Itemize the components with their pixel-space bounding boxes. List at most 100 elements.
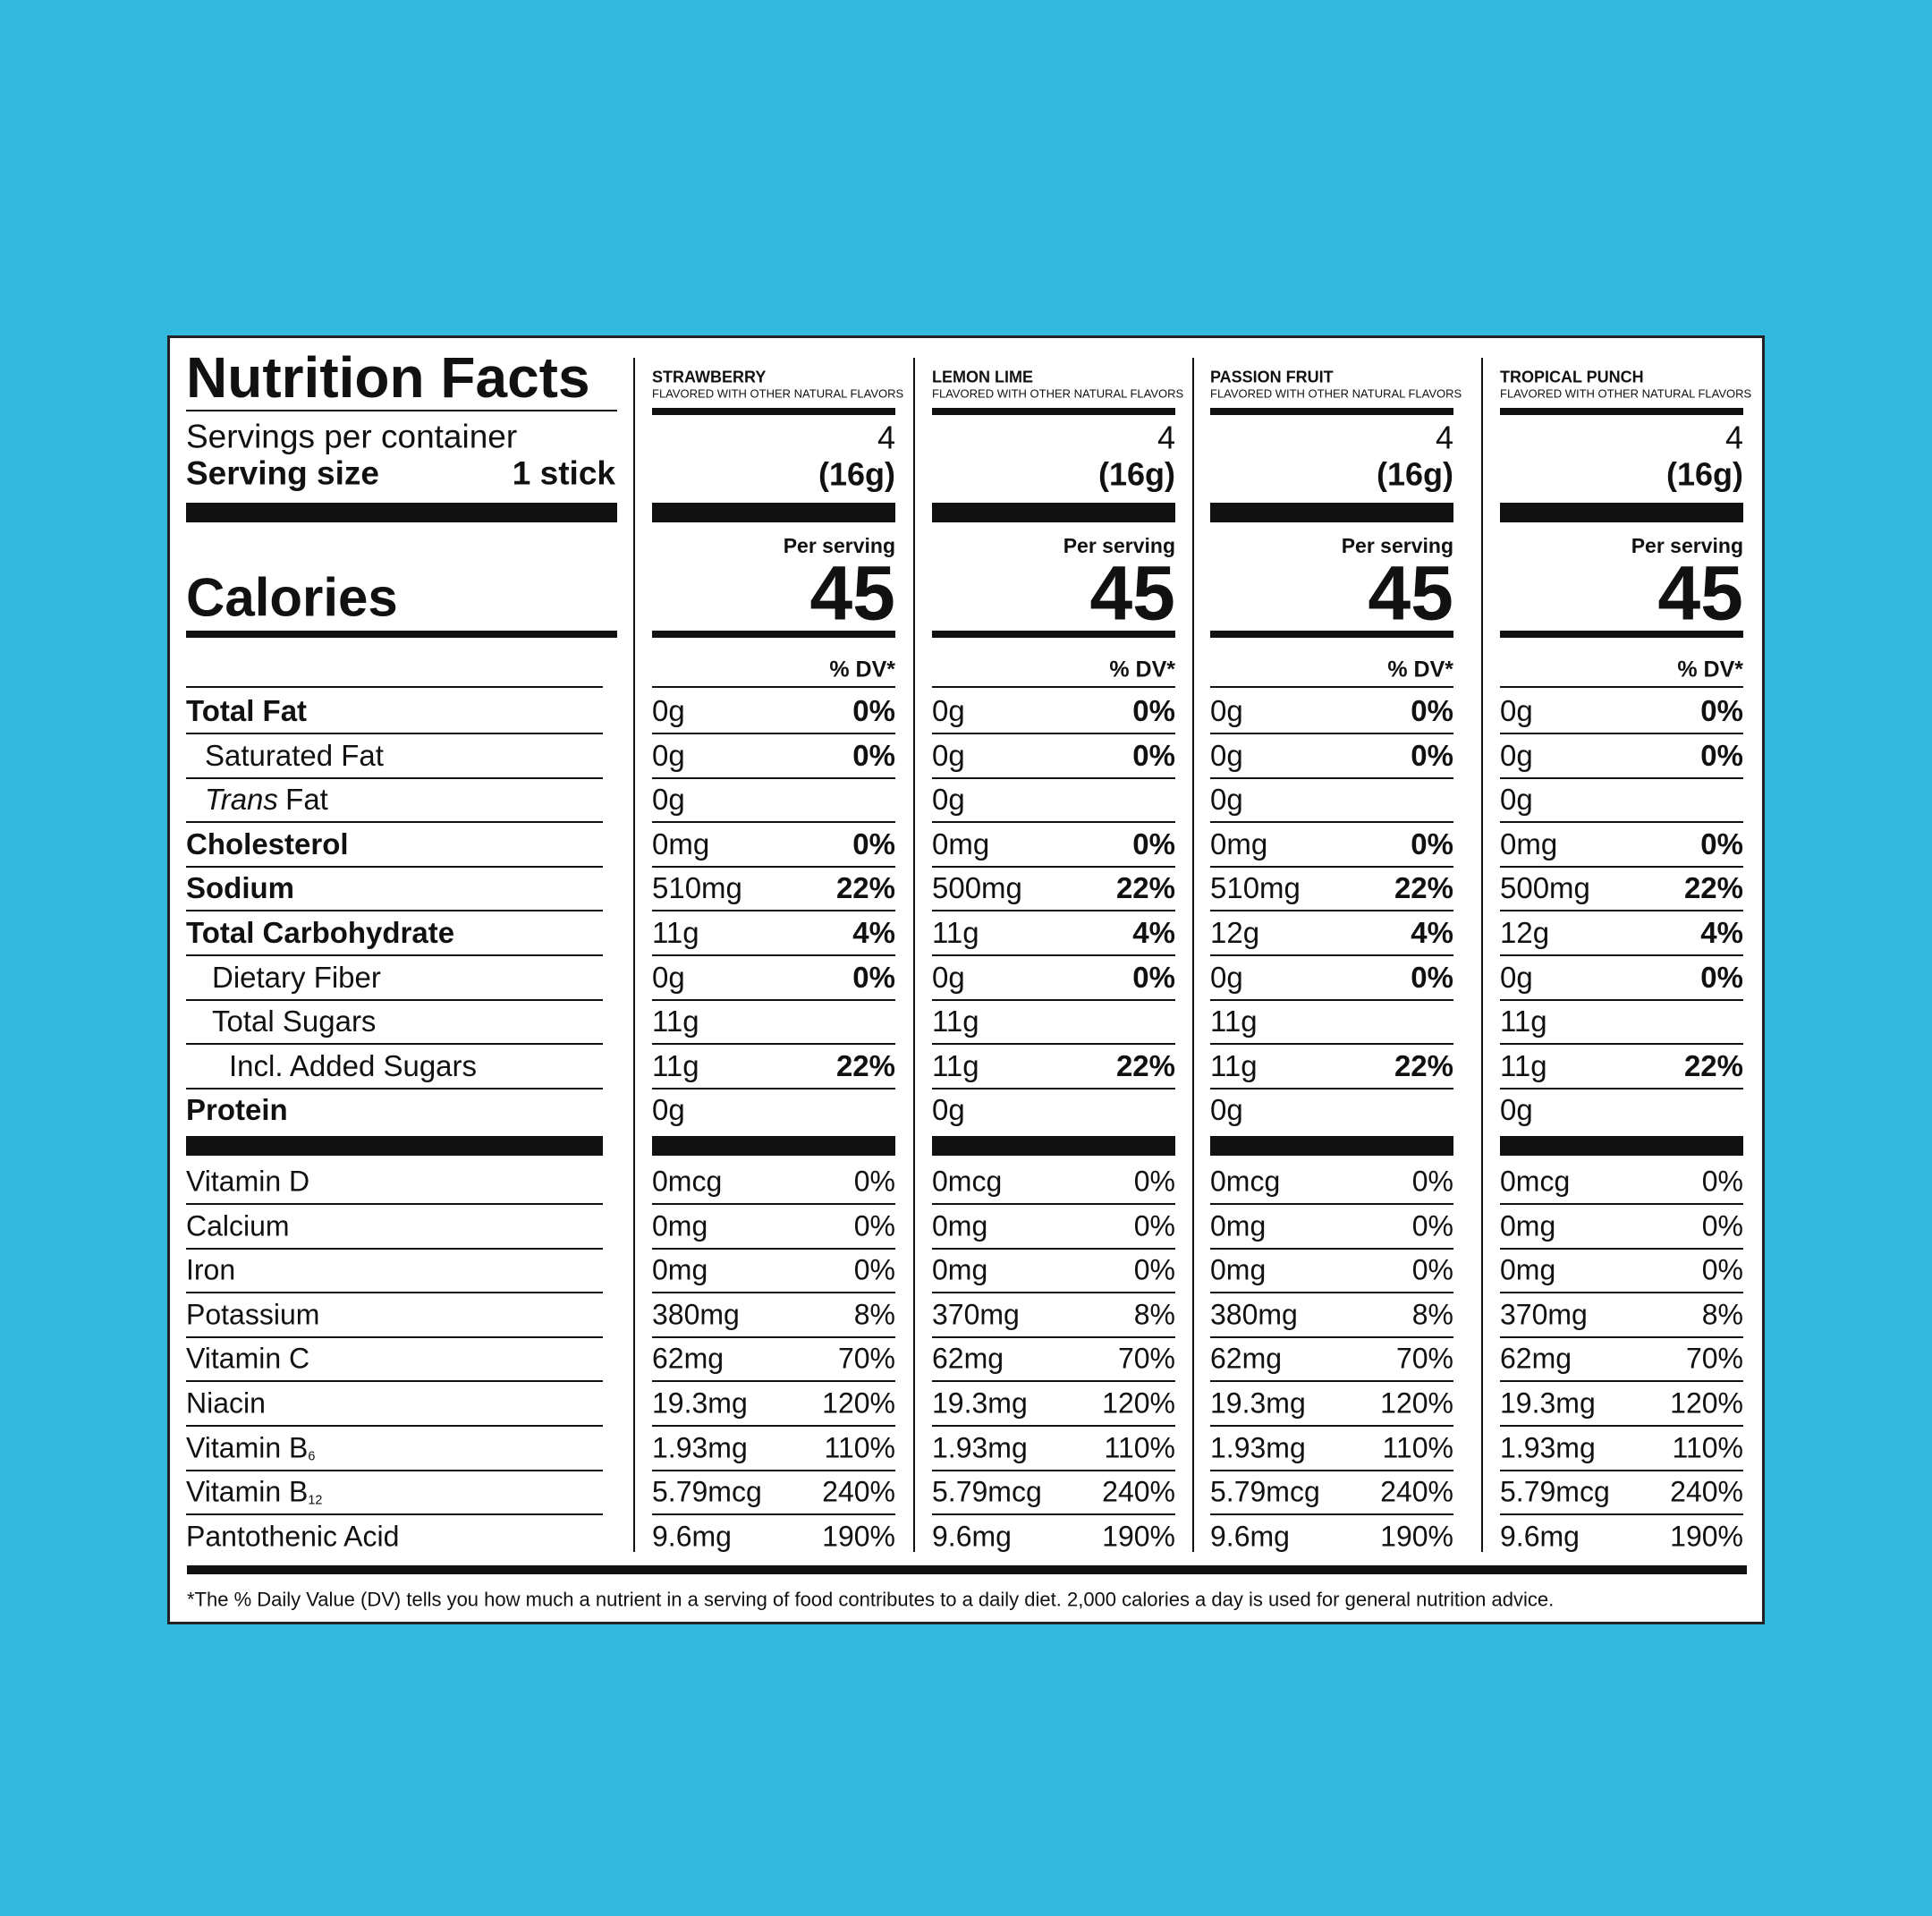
daily-value: 8% xyxy=(1133,1298,1175,1331)
rule xyxy=(652,1469,895,1471)
amount: 11g xyxy=(652,916,699,950)
amount: 0g xyxy=(1500,1093,1533,1127)
rule xyxy=(186,1203,603,1205)
daily-value: 0% xyxy=(1132,694,1175,728)
flavor-subtitle: FLAVORED WITH OTHER NATURAL FLAVORS xyxy=(1210,386,1462,401)
rule xyxy=(913,358,915,1552)
daily-value: 0% xyxy=(1411,827,1453,861)
rule xyxy=(1210,998,1453,1001)
daily-value: 22% xyxy=(1115,1048,1175,1082)
rule xyxy=(932,1087,1175,1089)
rule xyxy=(186,1469,603,1471)
amount: 12g xyxy=(1210,916,1260,950)
amount: 0mcg xyxy=(932,1165,1003,1198)
rule xyxy=(1210,1247,1453,1250)
serving-weight: (16g) xyxy=(1665,455,1743,493)
rule xyxy=(652,408,895,415)
amount: 510mg xyxy=(652,871,742,905)
amount: 5.79mcg xyxy=(652,1475,762,1508)
rule xyxy=(652,1513,895,1516)
daily-value: 110% xyxy=(1382,1431,1453,1464)
rule xyxy=(1500,686,1743,688)
dv-header: % DV* xyxy=(1677,657,1743,682)
italic-part: Trans xyxy=(205,783,278,817)
daily-value: 22% xyxy=(835,871,895,905)
rule xyxy=(186,1335,603,1338)
vitamin-name: Pantothenic Acid xyxy=(186,1520,400,1553)
rule xyxy=(1210,1203,1453,1205)
dv-header: % DV* xyxy=(1387,657,1453,682)
daily-value: 22% xyxy=(1683,871,1743,905)
nutrition-panel xyxy=(167,335,1765,1624)
amount: 0g xyxy=(652,960,685,994)
amount: 370mg xyxy=(932,1298,1020,1331)
rule xyxy=(186,686,603,688)
amount: 0g xyxy=(1210,783,1243,817)
rule xyxy=(1210,1380,1453,1383)
rule xyxy=(186,733,603,734)
rule xyxy=(932,1292,1175,1294)
servings: 4 xyxy=(1157,419,1175,456)
flavor-subtitle: FLAVORED WITH OTHER NATURAL FLAVORS xyxy=(1500,386,1752,401)
rule xyxy=(932,1203,1175,1205)
rule xyxy=(186,1380,603,1383)
amount: 0g xyxy=(652,1093,685,1127)
per-serving: Per serving xyxy=(1063,533,1175,557)
rule xyxy=(1210,1425,1453,1427)
dv-header: % DV* xyxy=(829,657,895,682)
amount: 1.93mg xyxy=(652,1431,748,1464)
daily-value: 0% xyxy=(853,1253,895,1286)
amount: 11g xyxy=(932,916,979,950)
amount: 0g xyxy=(932,960,965,994)
amount: 62mg xyxy=(932,1342,1004,1375)
daily-value: 0% xyxy=(1133,1253,1175,1286)
nutrient-name: Total Carbohydrate xyxy=(186,916,455,950)
daily-value: 22% xyxy=(835,1048,895,1082)
amount: 0mg xyxy=(932,1209,988,1242)
daily-value: 240% xyxy=(822,1475,895,1508)
per-serving: Per serving xyxy=(1341,533,1453,557)
rule xyxy=(932,865,1175,868)
rule xyxy=(932,631,1175,638)
daily-value: 0% xyxy=(1411,960,1453,994)
rule xyxy=(1500,865,1743,868)
serving-weight: (16g) xyxy=(1097,455,1175,493)
rule xyxy=(932,1425,1175,1427)
rule xyxy=(1500,776,1743,779)
rule xyxy=(1500,1043,1743,1046)
subscript: 12 xyxy=(308,1493,323,1508)
daily-value: 0% xyxy=(1133,1209,1175,1242)
rule xyxy=(932,408,1175,415)
amount: 19.3mg xyxy=(1210,1386,1306,1420)
daily-value: 8% xyxy=(1411,1298,1453,1331)
rule xyxy=(186,776,603,779)
rule xyxy=(652,1380,895,1383)
amount: 0mcg xyxy=(1210,1165,1281,1198)
daily-value: 4% xyxy=(1132,916,1175,950)
daily-value: 0% xyxy=(1411,1209,1453,1242)
daily-value: 4% xyxy=(852,916,895,950)
daily-value: 8% xyxy=(1701,1298,1743,1331)
amount: 11g xyxy=(1210,1005,1258,1039)
amount: 9.6mg xyxy=(1210,1520,1290,1553)
rule xyxy=(186,631,617,638)
rule xyxy=(1500,821,1743,824)
daily-value: 0% xyxy=(1132,738,1175,772)
rule xyxy=(1210,686,1453,688)
amount: 9.6mg xyxy=(1500,1520,1580,1553)
rule xyxy=(652,733,895,734)
amount: 19.3mg xyxy=(1500,1386,1596,1420)
nutrient-name: Trans Fat xyxy=(205,783,328,817)
daily-value: 0% xyxy=(852,827,895,861)
daily-value: 110% xyxy=(1672,1431,1743,1464)
flavor-subtitle: FLAVORED WITH OTHER NATURAL FLAVORS xyxy=(652,386,904,401)
subscript: 6 xyxy=(308,1449,316,1464)
daily-value: 70% xyxy=(1395,1342,1453,1375)
rule xyxy=(932,1380,1175,1383)
rule xyxy=(1481,358,1483,1552)
daily-value: 0% xyxy=(1700,827,1743,861)
per-serving: Per serving xyxy=(1631,533,1743,557)
vitamin-name: Vitamin B12 xyxy=(186,1476,322,1509)
rule xyxy=(186,1247,603,1250)
rule xyxy=(1500,1335,1743,1338)
